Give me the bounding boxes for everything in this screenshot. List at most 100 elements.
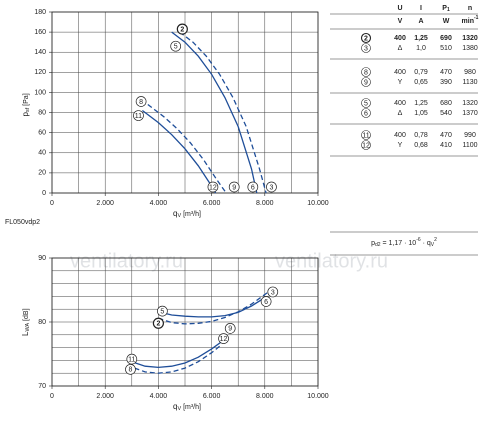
curve-marker [247,181,259,193]
table-cell: 0,65 [414,79,428,86]
x-tick-label: 0 [50,393,54,400]
table-cell: 990 [464,132,476,139]
header-text: P [442,5,447,12]
table-cell: 1370 [462,110,478,117]
row-marker [361,130,371,140]
curve-marker [133,110,144,121]
curve [134,345,221,374]
curve-marker-label: 12 [220,336,228,343]
y-axis-label: psf [Pa] [21,93,31,116]
curve-marker [126,353,138,365]
curve-marker [228,181,240,193]
row-id: 2 [364,35,368,42]
y-tick-label: 20 [38,170,46,177]
row-id: 5 [364,100,368,107]
table-cell: 1320 [462,35,478,42]
formula-sub: d2 [375,242,381,248]
table-cell: 510 [440,45,452,52]
row-marker [361,108,371,118]
y-tick-label: 120 [34,69,46,76]
y-axis-label-unit: [Pa] [23,93,30,106]
table-cell: 400 [394,132,406,139]
table-cell: 1,25 [414,100,428,107]
x-tick-label: 4.000 [150,200,168,207]
y-tick-label: 100 [34,89,46,96]
x-axis-label-unit: [m³/h] [183,211,201,218]
table-cell: Δ [398,110,403,117]
header-text: n [468,5,472,12]
row-id: 12 [362,142,370,149]
curve [179,31,267,194]
curve-marker [125,364,136,375]
x-axis-label-sub: V [177,406,181,412]
formula-part: = 1,17 · 10 [381,240,417,247]
curve-marker-label: 6 [264,299,268,306]
x-axis-label-main: q [173,209,177,218]
curve-marker [266,181,277,193]
y-axis-label-sub: WA [25,323,31,332]
table-cell: 1,05 [414,110,428,117]
curve-marker-label: 9 [232,184,236,191]
table-cell: 390 [440,79,452,86]
curve [158,292,268,325]
table-cell: 1320 [462,100,478,107]
curve-marker [260,296,272,307]
curve [147,103,227,194]
x-tick-label: 8.000 [256,200,274,207]
x-tick-label: 6.000 [203,393,221,400]
row-id: 9 [364,79,368,86]
header-text: I [420,5,422,12]
table-unit: A [418,18,423,25]
curve-marker [152,317,164,329]
table-cell: 0,78 [414,132,428,139]
curve-marker [224,323,236,334]
table-cell: 1100 [462,142,477,149]
y-tick-label: 40 [38,150,46,157]
table-cell: 1,0 [416,45,426,52]
x-tick-label: 10.000 [307,200,329,207]
row-id: 6 [364,110,368,117]
x-tick-label: 8.000 [256,393,274,400]
plot-frame [51,11,319,194]
curve-marker-label: 11 [135,113,142,120]
y-tick-label: 70 [38,383,46,390]
table-header: I [420,5,422,12]
table-cell: 0,68 [414,142,428,149]
table-cell: 1130 [462,79,477,86]
curve-marker [157,305,168,317]
curve-marker [170,40,182,52]
header-sub: 1 [447,7,450,13]
unit-text: A [418,18,423,25]
table-cell: 680 [440,100,452,107]
y-tick-label: 90 [38,255,46,262]
x-tick-label: 0 [50,200,54,207]
y-tick-label: 140 [34,49,46,56]
table-cell: Δ [398,45,403,52]
table-cell: 540 [440,110,452,117]
curve-marker-label: 12 [209,184,217,191]
curve-marker-label: 3 [269,184,273,191]
table-cell: 400 [394,69,406,76]
row-id: 3 [364,45,368,52]
x-axis-label: qV [m³/h] [173,209,201,219]
unit-text: min [462,18,474,25]
curve-marker-label: 2 [156,321,160,328]
y-axis-label-main: p [21,112,30,117]
table-header: P1 [442,5,450,13]
curve-marker-label: 5 [160,308,164,315]
y-tick-label: 0 [42,190,46,197]
y-axis-label-unit: [dB] [23,308,30,321]
table-unit: min-1 [462,15,479,25]
x-tick-label: 6.000 [203,200,221,207]
formula-sup: 2 [434,237,437,243]
table-cell: 470 [440,132,452,139]
curve [131,336,228,369]
watermark: ventilatory.ru [70,250,183,272]
curve-marker-label: 8 [139,99,143,106]
table-cell: 690 [440,35,452,42]
table-cell: Y [398,142,403,149]
x-tick-label: 10.000 [307,393,329,400]
x-tick-label: 2.000 [96,393,114,400]
table-cell: 1380 [462,45,478,52]
